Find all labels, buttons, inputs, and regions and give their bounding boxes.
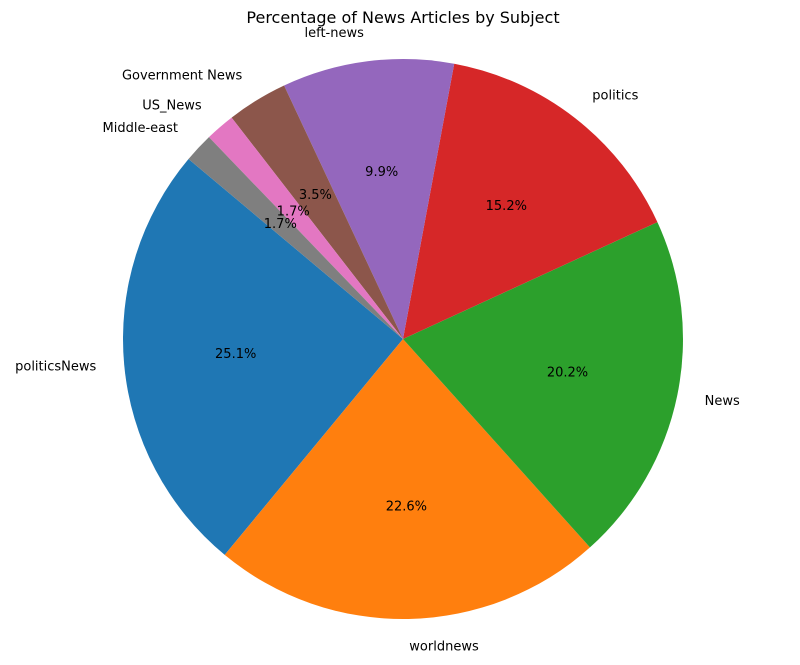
slice-pct-middle-east: 1.7% (264, 217, 297, 232)
pie-slice-politics (403, 63, 658, 339)
slice-label-us-news: US_News (142, 98, 202, 113)
slice-pct-worldnews: 22.6% (386, 500, 427, 515)
slice-pct-government-news: 3.5% (299, 188, 332, 203)
pie-slice-us-news (208, 117, 403, 339)
slice-label-government-news: Government News (122, 69, 243, 84)
slice-pct-left-news: 9.9% (365, 165, 398, 180)
pie-slice-worldnews (224, 339, 590, 619)
pie-slice-politicsnews (123, 159, 404, 555)
pie-slice-news (403, 222, 683, 548)
slice-pct-news: 20.2% (547, 366, 588, 381)
slices-layer (123, 58, 683, 619)
pie-slice-government-news (231, 85, 403, 339)
slice-label-news: News (705, 394, 740, 409)
slice-label-politicsnews: politicsNews (15, 360, 96, 375)
labels-layer: politicsNews 25.1% worldnews 22.6% News 20.2%… (15, 26, 740, 654)
pie-slice-left-news (284, 58, 455, 339)
pie-slice-middle-east (188, 137, 403, 339)
slice-pct-us-news: 1.7% (277, 204, 310, 219)
chart-title: Percentage of News Articles by Subject (246, 8, 559, 27)
slice-label-left-news: left-news (305, 26, 365, 41)
slice-pct-politicsnews: 25.1% (215, 347, 256, 362)
slice-label-worldnews: worldnews (409, 639, 479, 654)
slice-label-middle-east: Middle-east (103, 121, 178, 136)
slice-label-politics: politics (592, 89, 638, 104)
slice-pct-politics: 15.2% (486, 199, 527, 214)
